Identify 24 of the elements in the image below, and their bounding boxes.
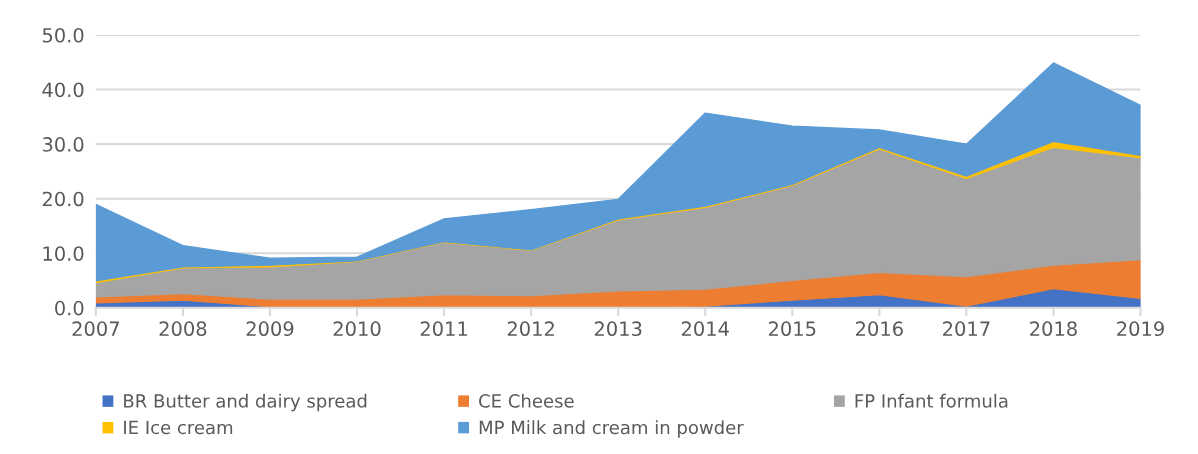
legend-label: CE Cheese: [479, 393, 574, 408]
x-tick-label: 2015: [768, 321, 816, 337]
x-tick-label: 2012: [507, 321, 554, 337]
y-tick-label: 30.0: [42, 137, 84, 152]
x-tick-label: 2011: [420, 321, 468, 337]
y-tick-label: 0.0: [55, 300, 84, 316]
legend-label: BR Butter and dairy spread: [124, 393, 367, 412]
y-tick-label: 50.0: [42, 27, 84, 43]
legend-label: IE Ice cream: [124, 420, 233, 435]
legend-label: MP Milk and cream in powder: [479, 420, 744, 438]
x-tick-label: 2009: [246, 321, 294, 337]
legend-label: FP Infant formula: [855, 393, 1008, 408]
x-tick-label: 2013: [594, 321, 642, 337]
y-tick-label: 20.0: [42, 191, 84, 207]
x-tick-label: 2019: [1117, 321, 1164, 337]
x-tick-label: 2010: [333, 321, 381, 337]
x-tick-label: 2018: [1030, 321, 1077, 337]
x-tick-label: 2007: [72, 321, 119, 337]
y-tick-label: 10.0: [43, 246, 84, 261]
x-tick-label: 2017: [943, 321, 990, 337]
x-tick-label: 2016: [856, 321, 903, 337]
x-tick-label: 2008: [159, 321, 207, 337]
x-tick-label: 2014: [681, 321, 729, 337]
y-tick-label: 40.0: [42, 82, 84, 98]
